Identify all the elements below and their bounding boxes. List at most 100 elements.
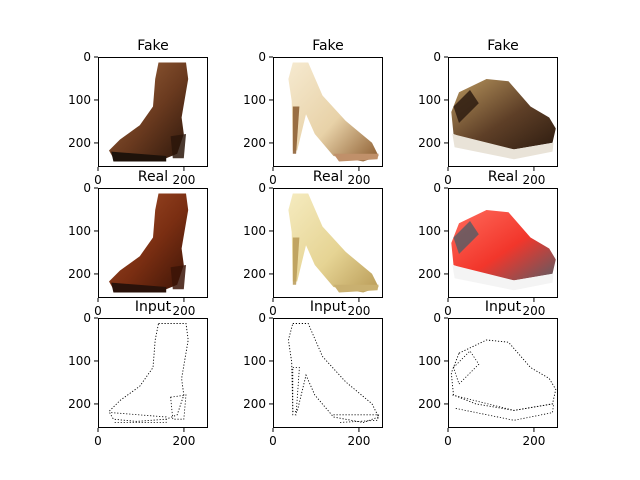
- shoe-body: [288, 193, 379, 293]
- x-tick-label: 0: [94, 173, 102, 187]
- shoe-body: [109, 62, 189, 161]
- axes-frame: [98, 318, 208, 428]
- image-background: [448, 318, 558, 428]
- panel-grid: Fake 0 100 200 0 200 Fake 0 100 200 0 200 Fake 0 100 20…: [68, 38, 558, 448]
- image-background: [98, 318, 208, 428]
- y-tick-label: 200: [418, 397, 441, 411]
- axes-frame: [98, 188, 208, 298]
- shoe-body: [288, 62, 379, 162]
- y-tick-label: 0: [433, 311, 441, 325]
- y-tick-label: 200: [68, 397, 91, 411]
- y-tick-label: 0: [83, 311, 91, 325]
- shoe-sole: [452, 265, 554, 291]
- y-tick-label: 0: [258, 311, 266, 325]
- shoe-heel: [453, 221, 479, 254]
- edge-detail: [453, 350, 480, 385]
- axes-frame: [448, 57, 558, 167]
- shoe-image: [273, 57, 383, 167]
- x-tick-label: 200: [522, 173, 545, 187]
- shoe-heel: [170, 134, 186, 159]
- x-tick-label: 200: [347, 304, 370, 318]
- edge-detail: [292, 367, 300, 416]
- shoe-sole: [111, 282, 167, 293]
- x-tick-label: 0: [444, 304, 452, 318]
- panel-input-1: Input 0 100 200 0 200: [68, 299, 208, 448]
- edge-outline: [287, 323, 380, 423]
- panel-real-3: Real 0 100 200 0 200: [418, 169, 558, 318]
- y-tick-label: 100: [243, 224, 266, 238]
- y-tick-label: 100: [68, 93, 91, 107]
- shoe-heel: [292, 106, 300, 154]
- y-tick-label: 100: [243, 93, 266, 107]
- panel-fake-2: Fake 0 100 200 0 200: [243, 38, 383, 187]
- x-tick-label: 200: [347, 173, 370, 187]
- y-tick-label: 100: [418, 93, 441, 107]
- y-tick-label: 200: [418, 267, 441, 281]
- shoe-sole: [333, 284, 379, 293]
- y-tick-label: 100: [68, 224, 91, 238]
- x-tick-label: 200: [347, 434, 370, 448]
- x-tick-label: 200: [522, 434, 545, 448]
- axes-frame: [273, 57, 383, 167]
- panel-input-2: Input 0 100 200 0 200: [243, 299, 383, 448]
- x-tick-label: 200: [172, 173, 195, 187]
- panel-title: Input: [485, 299, 522, 315]
- y-tick-label: 200: [68, 136, 91, 150]
- y-tick-label: 0: [83, 181, 91, 195]
- shoe-body: [451, 79, 556, 150]
- shoe-image: [448, 57, 558, 167]
- axes-frame: [98, 57, 208, 167]
- y-tick-label: 200: [68, 267, 91, 281]
- panel-title: Real: [488, 169, 518, 185]
- shoe-image: [273, 318, 383, 428]
- shoe-image: [98, 318, 208, 428]
- edge-sole: [333, 414, 380, 423]
- shoe-sole: [452, 134, 554, 160]
- panel-title: Fake: [312, 38, 344, 54]
- shoe-sole: [111, 151, 167, 162]
- shoe-heel: [292, 237, 300, 285]
- y-tick-label: 100: [418, 224, 441, 238]
- shoe-sole: [333, 153, 379, 162]
- x-tick-label: 0: [94, 434, 102, 448]
- panel-real-2: Real 0 100 200 0 200: [243, 169, 383, 318]
- image-background: [273, 318, 383, 428]
- x-tick-label: 0: [269, 304, 277, 318]
- x-tick-label: 0: [444, 434, 452, 448]
- shoe-image: [98, 188, 208, 298]
- edge-sole: [452, 394, 555, 421]
- panel-fake-3: Fake 0 100 200 0 200: [418, 38, 558, 187]
- axes-frame: [448, 318, 558, 428]
- x-tick-label: 200: [172, 304, 195, 318]
- y-tick-label: 0: [433, 181, 441, 195]
- y-tick-label: 100: [418, 354, 441, 368]
- shoe-image: [273, 188, 383, 298]
- shoe-image: [448, 188, 558, 298]
- y-tick-label: 0: [433, 50, 441, 64]
- axes-frame: [448, 188, 558, 298]
- shoe-image: [98, 57, 208, 167]
- panel-fake-1: Fake 0 100 200 0 200: [68, 38, 208, 187]
- shoe-body: [451, 210, 556, 281]
- edge-outline: [108, 323, 189, 422]
- x-tick-label: 200: [522, 304, 545, 318]
- panel-title: Fake: [137, 38, 169, 54]
- x-tick-label: 0: [94, 304, 102, 318]
- y-tick-label: 100: [68, 354, 91, 368]
- y-tick-label: 0: [83, 50, 91, 64]
- shoe-body: [109, 193, 189, 292]
- panel-title: Fake: [487, 38, 519, 54]
- y-tick-label: 0: [258, 181, 266, 195]
- x-tick-label: 0: [444, 173, 452, 187]
- axes-frame: [273, 318, 383, 428]
- panel-input-3: Input 0 100 200 0 200: [418, 299, 558, 448]
- x-tick-label: 200: [172, 434, 195, 448]
- shoe-image: [448, 318, 558, 428]
- panel-real-1: Real 0 100 200 0 200: [68, 169, 208, 318]
- x-tick-label: 0: [269, 173, 277, 187]
- edge-sole: [111, 412, 167, 423]
- y-tick-label: 100: [243, 354, 266, 368]
- x-tick-label: 0: [269, 434, 277, 448]
- y-tick-label: 200: [243, 397, 266, 411]
